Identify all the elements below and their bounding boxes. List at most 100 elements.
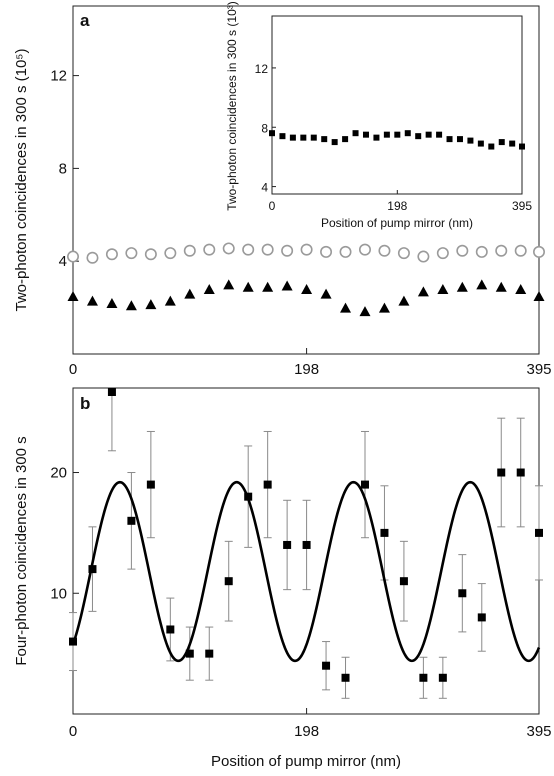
inset-plot: 0 198 395 4 8 12 Position of pump mirror (nm)…: [225, 1, 532, 230]
panel-a-y-axis-label: Two-photon coincidences in 300 s (10⁵): [13, 48, 30, 311]
triangle-point: [320, 288, 332, 299]
square-point: [224, 577, 233, 586]
panel-a-y-tick-label: 8: [59, 160, 67, 177]
inset-square-point: [498, 139, 505, 146]
square-point: [458, 589, 467, 598]
inset-square-point: [383, 131, 390, 138]
open-circle-point: [67, 250, 80, 263]
inset-square-point: [352, 130, 359, 137]
open-circle-point: [417, 250, 430, 263]
square-point: [322, 661, 331, 670]
inset-square-point: [446, 136, 453, 143]
inset-square-point: [415, 133, 422, 140]
triangle-point: [262, 281, 274, 292]
inset-marks: [269, 130, 525, 150]
inset-square-point: [488, 143, 495, 150]
panel-b-y-tick-label: 10: [50, 585, 67, 602]
square-point: [205, 649, 214, 658]
panel-a-x-tick-label: 395: [526, 361, 551, 378]
triangle-point: [281, 280, 293, 291]
open-circle-point: [495, 244, 508, 257]
inset-square-point: [331, 139, 338, 146]
triangle-point: [106, 297, 118, 308]
square-point: [302, 540, 311, 549]
inset-square-point: [300, 134, 307, 141]
open-circle-point: [378, 244, 391, 257]
triangle-point: [164, 295, 176, 306]
open-circle-point: [183, 244, 196, 257]
square-point: [166, 625, 175, 634]
panel-a-x-tick-label: 198: [294, 361, 319, 378]
inset-square-point: [394, 131, 401, 138]
open-circle-point: [436, 247, 449, 260]
triangle-point: [145, 299, 157, 310]
open-circle-point: [456, 244, 469, 257]
inset-square-point: [310, 134, 317, 141]
open-circle-point: [281, 244, 294, 257]
panel-b-marks: [69, 388, 543, 682]
open-circle-point: [320, 245, 333, 258]
open-circle-point: [203, 243, 216, 256]
triangle-point: [242, 281, 254, 292]
inset-y-tick-label: 12: [255, 62, 269, 76]
triangle-point: [378, 302, 390, 313]
panel-b-fit-curve: [71, 480, 541, 663]
triangle-point: [495, 281, 507, 292]
panel-a-letter: a: [80, 11, 90, 30]
triangle-point: [359, 306, 371, 317]
inset-square-point: [289, 134, 296, 141]
square-point: [516, 468, 525, 477]
open-circle-point: [397, 247, 410, 260]
inset-square-point: [279, 133, 286, 140]
inset-y-axis-label: Two-photon coincidences in 300 s (10³): [225, 1, 239, 210]
triangle-point: [184, 288, 196, 299]
open-circle-point: [105, 248, 118, 261]
panel-a-axes: 0 198 395 4 8 12: [50, 68, 551, 378]
square-point: [185, 649, 194, 658]
inset-square-point: [456, 136, 463, 143]
panel-b-frame: [72, 387, 540, 715]
triangle-point: [125, 300, 137, 311]
open-circle-point: [339, 245, 352, 258]
triangle-point: [456, 281, 468, 292]
inset-square-point: [425, 131, 432, 138]
panel-b: b 0 198 395 10 20 Position of pump mirror (n…: [13, 387, 552, 770]
square-point: [399, 577, 408, 586]
square-point: [497, 468, 506, 477]
triangle-point: [223, 279, 235, 290]
panel-a: a 0 198 395 4 8 12 Two-photon coincidences in…: [13, 1, 552, 378]
open-circle-point: [514, 244, 527, 257]
square-point: [535, 528, 543, 537]
panel-b-letter: b: [80, 394, 90, 413]
inset-frame: [271, 15, 523, 195]
triangle-point: [398, 295, 410, 306]
triangle-point: [515, 284, 527, 295]
panel-b-y-tick-label: 20: [50, 465, 67, 482]
open-circle-point: [261, 243, 274, 256]
inset-square-point: [477, 140, 484, 147]
panel-b-x-axis-label: Position of pump mirror (nm): [211, 753, 401, 770]
inset-square-point: [404, 130, 411, 137]
square-point: [360, 480, 369, 489]
inset-axes: 0 198 395 4 8 12: [255, 62, 533, 213]
panel-a-y-tick-label: 4: [59, 253, 67, 270]
inset-square-point: [467, 137, 474, 144]
inset-y-tick-label: 8: [261, 121, 268, 135]
open-circle-point: [144, 248, 157, 261]
square-point: [380, 528, 389, 537]
triangle-point: [340, 302, 352, 313]
panel-a-y-tick-label: 12: [50, 68, 67, 85]
square-point: [419, 673, 428, 682]
open-circle-point: [164, 247, 177, 260]
square-point: [438, 673, 447, 682]
panel-b-y-axis-label: Four-photon coincidences in 300 s: [13, 436, 30, 665]
inset-square-point: [373, 134, 380, 141]
square-point: [146, 480, 155, 489]
inset-x-axis-label: Position of pump mirror (nm): [321, 216, 473, 230]
triangle-point: [86, 295, 98, 306]
inset-square-point: [509, 140, 516, 147]
open-circle-point: [475, 245, 488, 258]
square-point: [88, 565, 97, 574]
open-circle-point: [125, 247, 138, 260]
